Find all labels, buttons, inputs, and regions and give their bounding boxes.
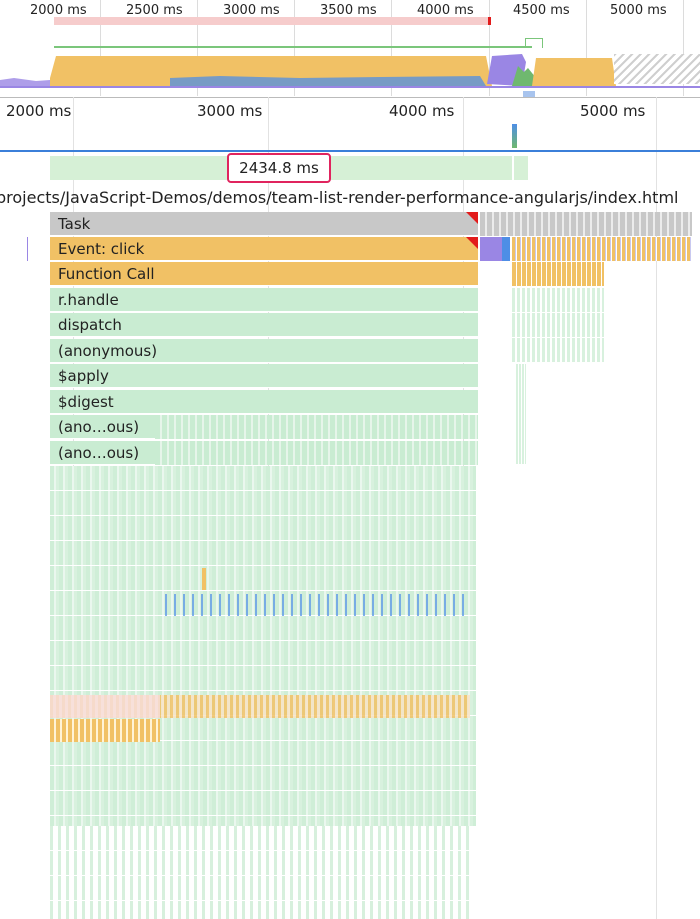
prior-event-marker bbox=[27, 237, 28, 261]
overview-gridline bbox=[586, 0, 587, 96]
overview-tick-label: 3000 ms bbox=[223, 3, 280, 18]
main-tick-label: 2000 ms bbox=[6, 102, 72, 120]
flame-chart[interactable]: Task Event: click Function Call r.handle… bbox=[0, 212, 700, 919]
overview-gridline bbox=[197, 0, 198, 96]
flame-anonymous-short[interactable]: (ano…ous) bbox=[50, 415, 155, 439]
post-task-scripts-narrow bbox=[516, 364, 526, 464]
overview-gridline bbox=[489, 0, 490, 96]
overview-tick-label: 2000 ms bbox=[30, 3, 87, 18]
main-tick-label: 4000 ms bbox=[389, 102, 455, 120]
main-tick-label: 5000 ms bbox=[580, 102, 646, 120]
selection-duration-badge: 2434.8 ms bbox=[227, 153, 331, 183]
flame-label: (ano…ous) bbox=[58, 418, 140, 436]
selection-range-tail bbox=[514, 156, 528, 180]
post-task-gray bbox=[480, 212, 692, 236]
flame-label: $apply bbox=[58, 367, 109, 385]
overview-strip[interactable]: 2000 ms 2500 ms 3000 ms 3500 ms 4000 ms … bbox=[0, 0, 700, 97]
fps-line bbox=[54, 46, 532, 48]
long-task-marker bbox=[488, 17, 491, 25]
flame-anonymous-short[interactable]: (ano…ous) bbox=[50, 441, 155, 465]
main-gridline bbox=[656, 97, 657, 919]
flame-digest[interactable]: $digest bbox=[50, 390, 478, 414]
long-task-corner-icon bbox=[466, 212, 478, 224]
overview-tick-label: 3500 ms bbox=[320, 3, 377, 18]
overview-gridline bbox=[391, 0, 392, 96]
flame-label: Task bbox=[58, 215, 91, 233]
flame-label: (anonymous) bbox=[58, 342, 158, 360]
flame-label: Event: click bbox=[58, 240, 145, 258]
flame-deep-rows bbox=[50, 466, 476, 826]
flame-row-stripes bbox=[155, 441, 478, 465]
flame-label: (ano…ous) bbox=[58, 444, 140, 462]
post-task-purple bbox=[480, 237, 502, 261]
flame-label: $digest bbox=[58, 393, 114, 411]
main-tick-label: 3000 ms bbox=[197, 102, 263, 120]
post-task-events bbox=[512, 237, 692, 261]
url-text: projects/JavaScript-Demos/demos/team-lis… bbox=[0, 188, 679, 207]
timeline-accent-line bbox=[0, 150, 700, 152]
long-task-bar bbox=[54, 17, 490, 25]
flame-row-stripes bbox=[155, 415, 478, 439]
flame-r-handle[interactable]: r.handle bbox=[50, 288, 478, 312]
overview-tick-label: 5000 ms bbox=[610, 3, 667, 18]
flame-label: Function Call bbox=[58, 265, 155, 283]
flame-blue-stripes bbox=[165, 594, 470, 616]
flame-label: r.handle bbox=[58, 291, 119, 309]
network-marker bbox=[512, 124, 517, 148]
overview-gridline bbox=[100, 0, 101, 96]
overview-tick-label: 4000 ms bbox=[417, 3, 474, 18]
flame-label: dispatch bbox=[58, 316, 122, 334]
overview-tick-label: 4500 ms bbox=[513, 3, 570, 18]
post-task-blue bbox=[502, 237, 510, 261]
overview-divider bbox=[0, 97, 700, 98]
flame-task[interactable]: Task bbox=[50, 212, 478, 236]
flame-dispatch[interactable]: dispatch bbox=[50, 313, 478, 337]
flame-event-click[interactable]: Event: click bbox=[50, 237, 478, 261]
flame-anonymous[interactable]: (anonymous) bbox=[50, 339, 478, 363]
flame-orange-mark bbox=[202, 568, 206, 590]
selection-duration-text: 2434.8 ms bbox=[239, 159, 319, 177]
idle-hatch bbox=[614, 54, 700, 84]
flame-deep-rows bbox=[50, 826, 470, 919]
flame-apply[interactable]: $apply bbox=[50, 364, 478, 388]
post-task-scripts bbox=[512, 288, 604, 363]
frame-marker bbox=[523, 91, 535, 97]
flame-function-call[interactable]: Function Call bbox=[50, 262, 478, 286]
flame-orange-stripes bbox=[50, 719, 160, 742]
long-task-corner-icon bbox=[466, 237, 478, 249]
cpu-activity-chart bbox=[0, 54, 700, 88]
post-task-calls bbox=[512, 262, 604, 286]
url-bar: projects/JavaScript-Demos/demos/team-lis… bbox=[0, 186, 700, 210]
overview-gridline bbox=[294, 0, 295, 96]
overview-gridline bbox=[683, 0, 684, 96]
overview-tick-label: 2500 ms bbox=[126, 3, 183, 18]
flame-pink-block bbox=[50, 695, 160, 718]
fps-bump bbox=[525, 38, 543, 48]
